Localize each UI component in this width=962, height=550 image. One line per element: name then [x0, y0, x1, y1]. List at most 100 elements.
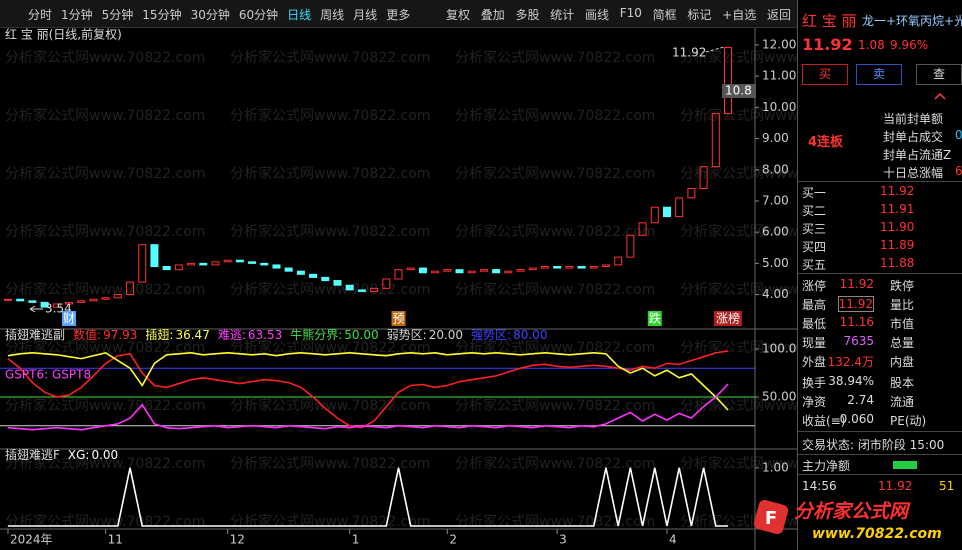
seal-value: 0.: [955, 128, 962, 142]
tick-price: 11.92: [878, 479, 913, 493]
x-tick-label: 2024年: [10, 533, 53, 547]
period-tab[interactable]: 周线: [320, 8, 345, 22]
period-tab[interactable]: 30分钟: [190, 8, 230, 22]
period-tab[interactable]: 15分钟: [142, 8, 182, 22]
buy-button[interactable]: 买: [802, 64, 848, 85]
watermark: 分析家公式网www.70822.com: [5, 165, 205, 182]
stat-label: 换手: [802, 376, 827, 390]
candle: [89, 298, 98, 302]
panel-title: 插翅难逃F: [5, 447, 60, 462]
bid-price: 11.92: [880, 184, 915, 198]
candle: [614, 256, 623, 266]
watermark: 分析家公式网www.70822.com: [230, 397, 430, 414]
indicator-line: [7, 350, 729, 429]
candle: [492, 269, 501, 274]
candle: [309, 273, 318, 278]
candle: [406, 267, 415, 271]
stat-value: 2.74: [847, 393, 874, 407]
stat-label: 现量: [802, 336, 827, 350]
indicator-line: [7, 383, 729, 431]
price: 11.92: [802, 35, 853, 54]
candle: [443, 269, 452, 272]
period-tab[interactable]: 5分钟: [101, 8, 134, 22]
candle: [40, 301, 49, 308]
change-pct: 9.96%: [890, 38, 929, 52]
stat-label: 净资: [802, 395, 827, 409]
query-button[interactable]: 查: [916, 64, 962, 85]
period-tab[interactable]: 月线: [353, 8, 378, 22]
high-leader: [705, 46, 725, 53]
legend-label: XG:: [68, 448, 90, 462]
tool-button[interactable]: +自选: [722, 8, 757, 22]
indicator-line: [8, 467, 728, 527]
period-tab[interactable]: 1分钟: [61, 8, 93, 22]
quote-panel: 红 宝 丽 龙一+环氧丙烷+光刻 11.92 1.08 9.96% 买 卖 查 …: [797, 0, 962, 550]
stat-value: 11.92: [837, 296, 874, 312]
chart-title: 红 宝 丽(日线,前复权): [5, 27, 122, 42]
indicator-line: [7, 351, 729, 411]
candle: [77, 300, 86, 303]
tool-button[interactable]: 画线: [585, 8, 610, 22]
candle: [333, 280, 342, 286]
tool-button[interactable]: 多股: [515, 8, 540, 22]
candle: [138, 244, 147, 283]
tool-button[interactable]: F10: [619, 6, 642, 20]
panel-legend: 插翅难逃F XG: 0.00: [5, 447, 118, 462]
stat-label: 内盘: [890, 355, 915, 369]
candle: [528, 267, 537, 271]
seal-label: 十日总涨幅: [883, 166, 944, 180]
watermark: 分析家公式网www.70822.com: [230, 223, 430, 240]
candle: [382, 278, 391, 289]
candle: [370, 287, 379, 292]
stat-label: 量比: [890, 298, 915, 312]
legend-value: 80.00: [513, 328, 547, 342]
watermark: 分析家公式网www.70822.com: [230, 49, 430, 66]
stat-label: PE(动): [890, 414, 927, 428]
tool-button[interactable]: 复权: [446, 8, 471, 22]
stat-label: 市值: [890, 317, 915, 331]
logo-title: 分析家公式网: [794, 501, 911, 523]
divider: [798, 181, 962, 182]
candle: [711, 113, 720, 168]
tool-button[interactable]: 标记: [687, 8, 712, 22]
tool-button[interactable]: 简框: [652, 8, 677, 22]
last-price-box: [722, 84, 756, 98]
period-tab[interactable]: 60分钟: [238, 8, 279, 22]
candle: [101, 297, 110, 300]
period-tab[interactable]: 更多: [386, 8, 411, 22]
watermark: 分析家公式网www.70822.com: [455, 397, 655, 414]
period-tab[interactable]: 日线: [287, 8, 312, 22]
tool-button[interactable]: 叠加: [480, 8, 505, 22]
sell-button[interactable]: 卖: [856, 64, 902, 85]
candle: [65, 301, 74, 305]
stat-value: 132.4万: [827, 355, 874, 369]
collapse-arrow[interactable]: [934, 92, 946, 100]
legend-value: 36.47: [175, 328, 209, 342]
candle: [16, 298, 25, 302]
bid-price: 11.88: [880, 256, 915, 270]
tool-button[interactable]: 返回: [766, 8, 791, 22]
high-label: 11.92: [672, 46, 706, 60]
change: 1.08: [858, 38, 885, 52]
watermark: 分析家公式网www.70822.com: [680, 223, 797, 240]
candle: [516, 269, 525, 272]
logo: F 分析家公式网 www.70822.com: [752, 496, 957, 546]
divider: [798, 431, 962, 432]
watermark: 分析家公式网www.70822.com: [230, 165, 430, 182]
watermark: 分析家公式网www.70822.com: [230, 455, 430, 472]
seal-value: 6: [955, 164, 962, 178]
watermark: 分析家公式网www.70822.com: [455, 223, 655, 240]
candle: [699, 166, 708, 189]
watermark: 分析家公式网www.70822.com: [455, 107, 655, 124]
candle: [455, 269, 464, 274]
legend-label: 强势区:: [471, 328, 511, 342]
y-tick-label: 5.00: [762, 256, 789, 270]
period-tab[interactable]: 分时: [28, 8, 53, 22]
last-label: 10.8: [725, 84, 752, 98]
x-tick-label: 1: [352, 533, 360, 547]
stat-value: 0.060: [839, 412, 874, 426]
candle: [626, 234, 635, 258]
watermark: 分析家公式网www.70822.com: [455, 513, 655, 530]
tool-button[interactable]: 统计: [550, 8, 575, 22]
